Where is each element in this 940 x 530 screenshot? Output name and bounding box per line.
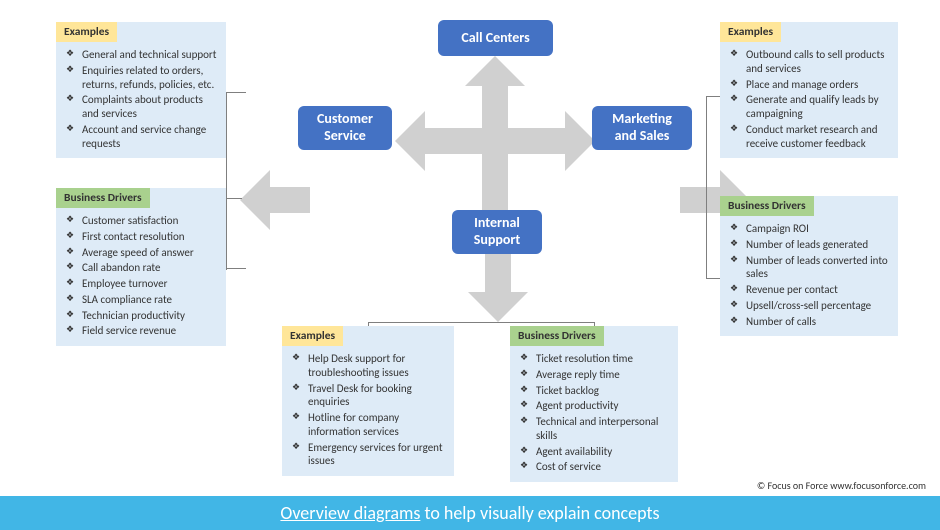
panel-cs-examples: Examples General and technical support En… bbox=[56, 22, 226, 158]
panel-list: Campaign ROI Number of leads generated Num… bbox=[720, 216, 898, 336]
panel-cs-drivers: Business Drivers Customer satisfaction Fi… bbox=[56, 188, 226, 346]
connector-cs-bracket bbox=[226, 92, 246, 270]
list-item: Number of calls bbox=[728, 315, 890, 329]
node-customer-service: Customer Service bbox=[298, 106, 392, 150]
list-item: Upsell/cross-sell percentage bbox=[728, 299, 890, 313]
list-item: Complaints about products and services bbox=[64, 93, 218, 121]
list-item: Agent productivity bbox=[518, 399, 670, 413]
list-item: Average speed of answer bbox=[64, 246, 218, 260]
panel-list: Outbound calls to sell products and serv… bbox=[720, 42, 898, 158]
panel-is-examples: Examples Help Desk support for troublesh… bbox=[282, 326, 454, 476]
connector-is-h bbox=[368, 322, 594, 323]
panel-header: Examples bbox=[56, 22, 117, 42]
panel-header: Examples bbox=[282, 326, 343, 346]
list-item: Field service revenue bbox=[64, 324, 218, 338]
list-item: Account and service change requests bbox=[64, 123, 218, 151]
list-item: Number of leads converted into sales bbox=[728, 254, 890, 282]
connector-cs-top bbox=[226, 92, 246, 93]
panel-header: Examples bbox=[720, 22, 781, 42]
panel-list: Customer satisfaction First contact resol… bbox=[56, 208, 226, 346]
list-item: Help Desk support for troubleshooting is… bbox=[290, 352, 446, 380]
list-item: Emergency services for urgent issues bbox=[290, 441, 446, 469]
list-item: Number of leads generated bbox=[728, 238, 890, 252]
arrow-down-is bbox=[460, 252, 536, 322]
connector-ms-bot bbox=[706, 278, 720, 279]
connector-ms-top bbox=[706, 96, 720, 97]
arrow-left-cs bbox=[240, 150, 310, 250]
list-item: Technician productivity bbox=[64, 309, 218, 323]
panel-is-drivers: Business Drivers Ticket resolution time A… bbox=[510, 326, 678, 482]
panel-ms-examples: Examples Outbound calls to sell products… bbox=[720, 22, 898, 158]
list-item: Enquiries related to orders, returns, re… bbox=[64, 64, 218, 92]
panel-list: Help Desk support for troubleshooting is… bbox=[282, 346, 454, 476]
list-item: Revenue per contact bbox=[728, 283, 890, 297]
list-item: Campaign ROI bbox=[728, 222, 890, 236]
connector-ms-bracket bbox=[706, 96, 707, 278]
list-item: First contact resolution bbox=[64, 230, 218, 244]
list-item: Conduct market research and receive cust… bbox=[728, 123, 890, 151]
caption-rest: to help visually explain concepts bbox=[420, 502, 659, 524]
copyright-text: © Focus on Force www.focusonforce.com bbox=[757, 479, 926, 492]
list-item: Outbound calls to sell products and serv… bbox=[728, 48, 890, 76]
node-marketing-sales: Marketing and Sales bbox=[592, 106, 692, 150]
list-item: Average reply time bbox=[518, 368, 670, 382]
list-item: Ticket backlog bbox=[518, 384, 670, 398]
panel-list: Ticket resolution time Average reply time… bbox=[510, 346, 678, 482]
list-item: Technical and interpersonal skills bbox=[518, 415, 670, 443]
connector-cs-mid bbox=[226, 198, 242, 199]
list-item: Cost of service bbox=[518, 460, 670, 474]
list-item: Agent availability bbox=[518, 445, 670, 459]
panel-header: Business Drivers bbox=[720, 196, 814, 216]
panel-ms-drivers: Business Drivers Campaign ROI Number of l… bbox=[720, 196, 898, 336]
panel-list: General and technical support Enquiries r… bbox=[56, 42, 226, 158]
list-item: Hotline for company information services bbox=[290, 411, 446, 439]
list-item: Ticket resolution time bbox=[518, 352, 670, 366]
panel-header: Business Drivers bbox=[56, 188, 150, 208]
list-item: General and technical support bbox=[64, 48, 218, 62]
caption-underlined: Overview diagrams bbox=[280, 502, 420, 524]
list-item: Call abandon rate bbox=[64, 261, 218, 275]
connector-cs-bot bbox=[226, 268, 246, 269]
list-item: Travel Desk for booking enquiries bbox=[290, 382, 446, 410]
list-item: Customer satisfaction bbox=[64, 214, 218, 228]
node-call-centers: Call Centers bbox=[438, 20, 553, 56]
list-item: SLA compliance rate bbox=[64, 293, 218, 307]
panel-header: Business Drivers bbox=[510, 326, 604, 346]
list-item: Generate and qualify leads by campaignin… bbox=[728, 93, 890, 121]
list-item: Place and manage orders bbox=[728, 78, 890, 92]
list-item: Employee turnover bbox=[64, 277, 218, 291]
node-internal-support: Internal Support bbox=[452, 210, 542, 254]
caption-bar: Overview diagrams to help visually expla… bbox=[0, 496, 940, 530]
